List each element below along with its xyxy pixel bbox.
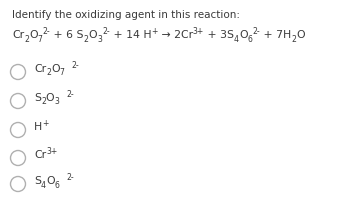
- Text: Cr: Cr: [34, 150, 46, 160]
- Text: O: O: [46, 176, 55, 186]
- Text: + 3S: + 3S: [204, 30, 234, 40]
- Text: + 14 H: + 14 H: [110, 30, 151, 40]
- Text: 2-: 2-: [66, 174, 74, 182]
- Text: +: +: [151, 27, 158, 36]
- Text: 3+: 3+: [46, 147, 57, 156]
- Text: 6: 6: [248, 34, 252, 44]
- Text: S: S: [34, 176, 41, 186]
- Text: 2: 2: [291, 34, 296, 44]
- Text: O: O: [89, 30, 97, 40]
- Text: S: S: [34, 93, 41, 103]
- Text: Identify the oxidizing agent in this reaction:: Identify the oxidizing agent in this rea…: [12, 10, 240, 20]
- Text: O: O: [46, 93, 55, 103]
- Text: + 7H: + 7H: [260, 30, 291, 40]
- Text: +: +: [42, 120, 49, 129]
- Text: 2: 2: [46, 68, 51, 77]
- Text: 2-: 2-: [102, 27, 110, 36]
- Text: Cr: Cr: [12, 30, 24, 40]
- Text: H: H: [34, 122, 42, 132]
- Text: 3: 3: [55, 98, 60, 106]
- Text: 7: 7: [60, 68, 64, 77]
- Text: O: O: [296, 30, 305, 40]
- Text: 2-: 2-: [252, 27, 260, 36]
- Text: 2-: 2-: [66, 91, 74, 100]
- Text: 4: 4: [41, 180, 46, 189]
- Text: 2: 2: [84, 34, 89, 44]
- Text: 2-: 2-: [71, 61, 79, 70]
- Text: 4: 4: [234, 34, 239, 44]
- Text: O: O: [51, 64, 60, 74]
- Text: 2: 2: [24, 34, 29, 44]
- Text: 3: 3: [97, 34, 102, 44]
- Text: → 2Cr: → 2Cr: [158, 30, 193, 40]
- Text: 2-: 2-: [42, 27, 50, 36]
- Text: 3+: 3+: [193, 27, 204, 36]
- Text: O: O: [239, 30, 248, 40]
- Text: 6: 6: [55, 180, 60, 189]
- Text: O: O: [29, 30, 38, 40]
- Text: Cr: Cr: [34, 64, 46, 74]
- Text: + 6 S: + 6 S: [50, 30, 84, 40]
- Text: 7: 7: [38, 34, 42, 44]
- Text: 2: 2: [41, 98, 46, 106]
